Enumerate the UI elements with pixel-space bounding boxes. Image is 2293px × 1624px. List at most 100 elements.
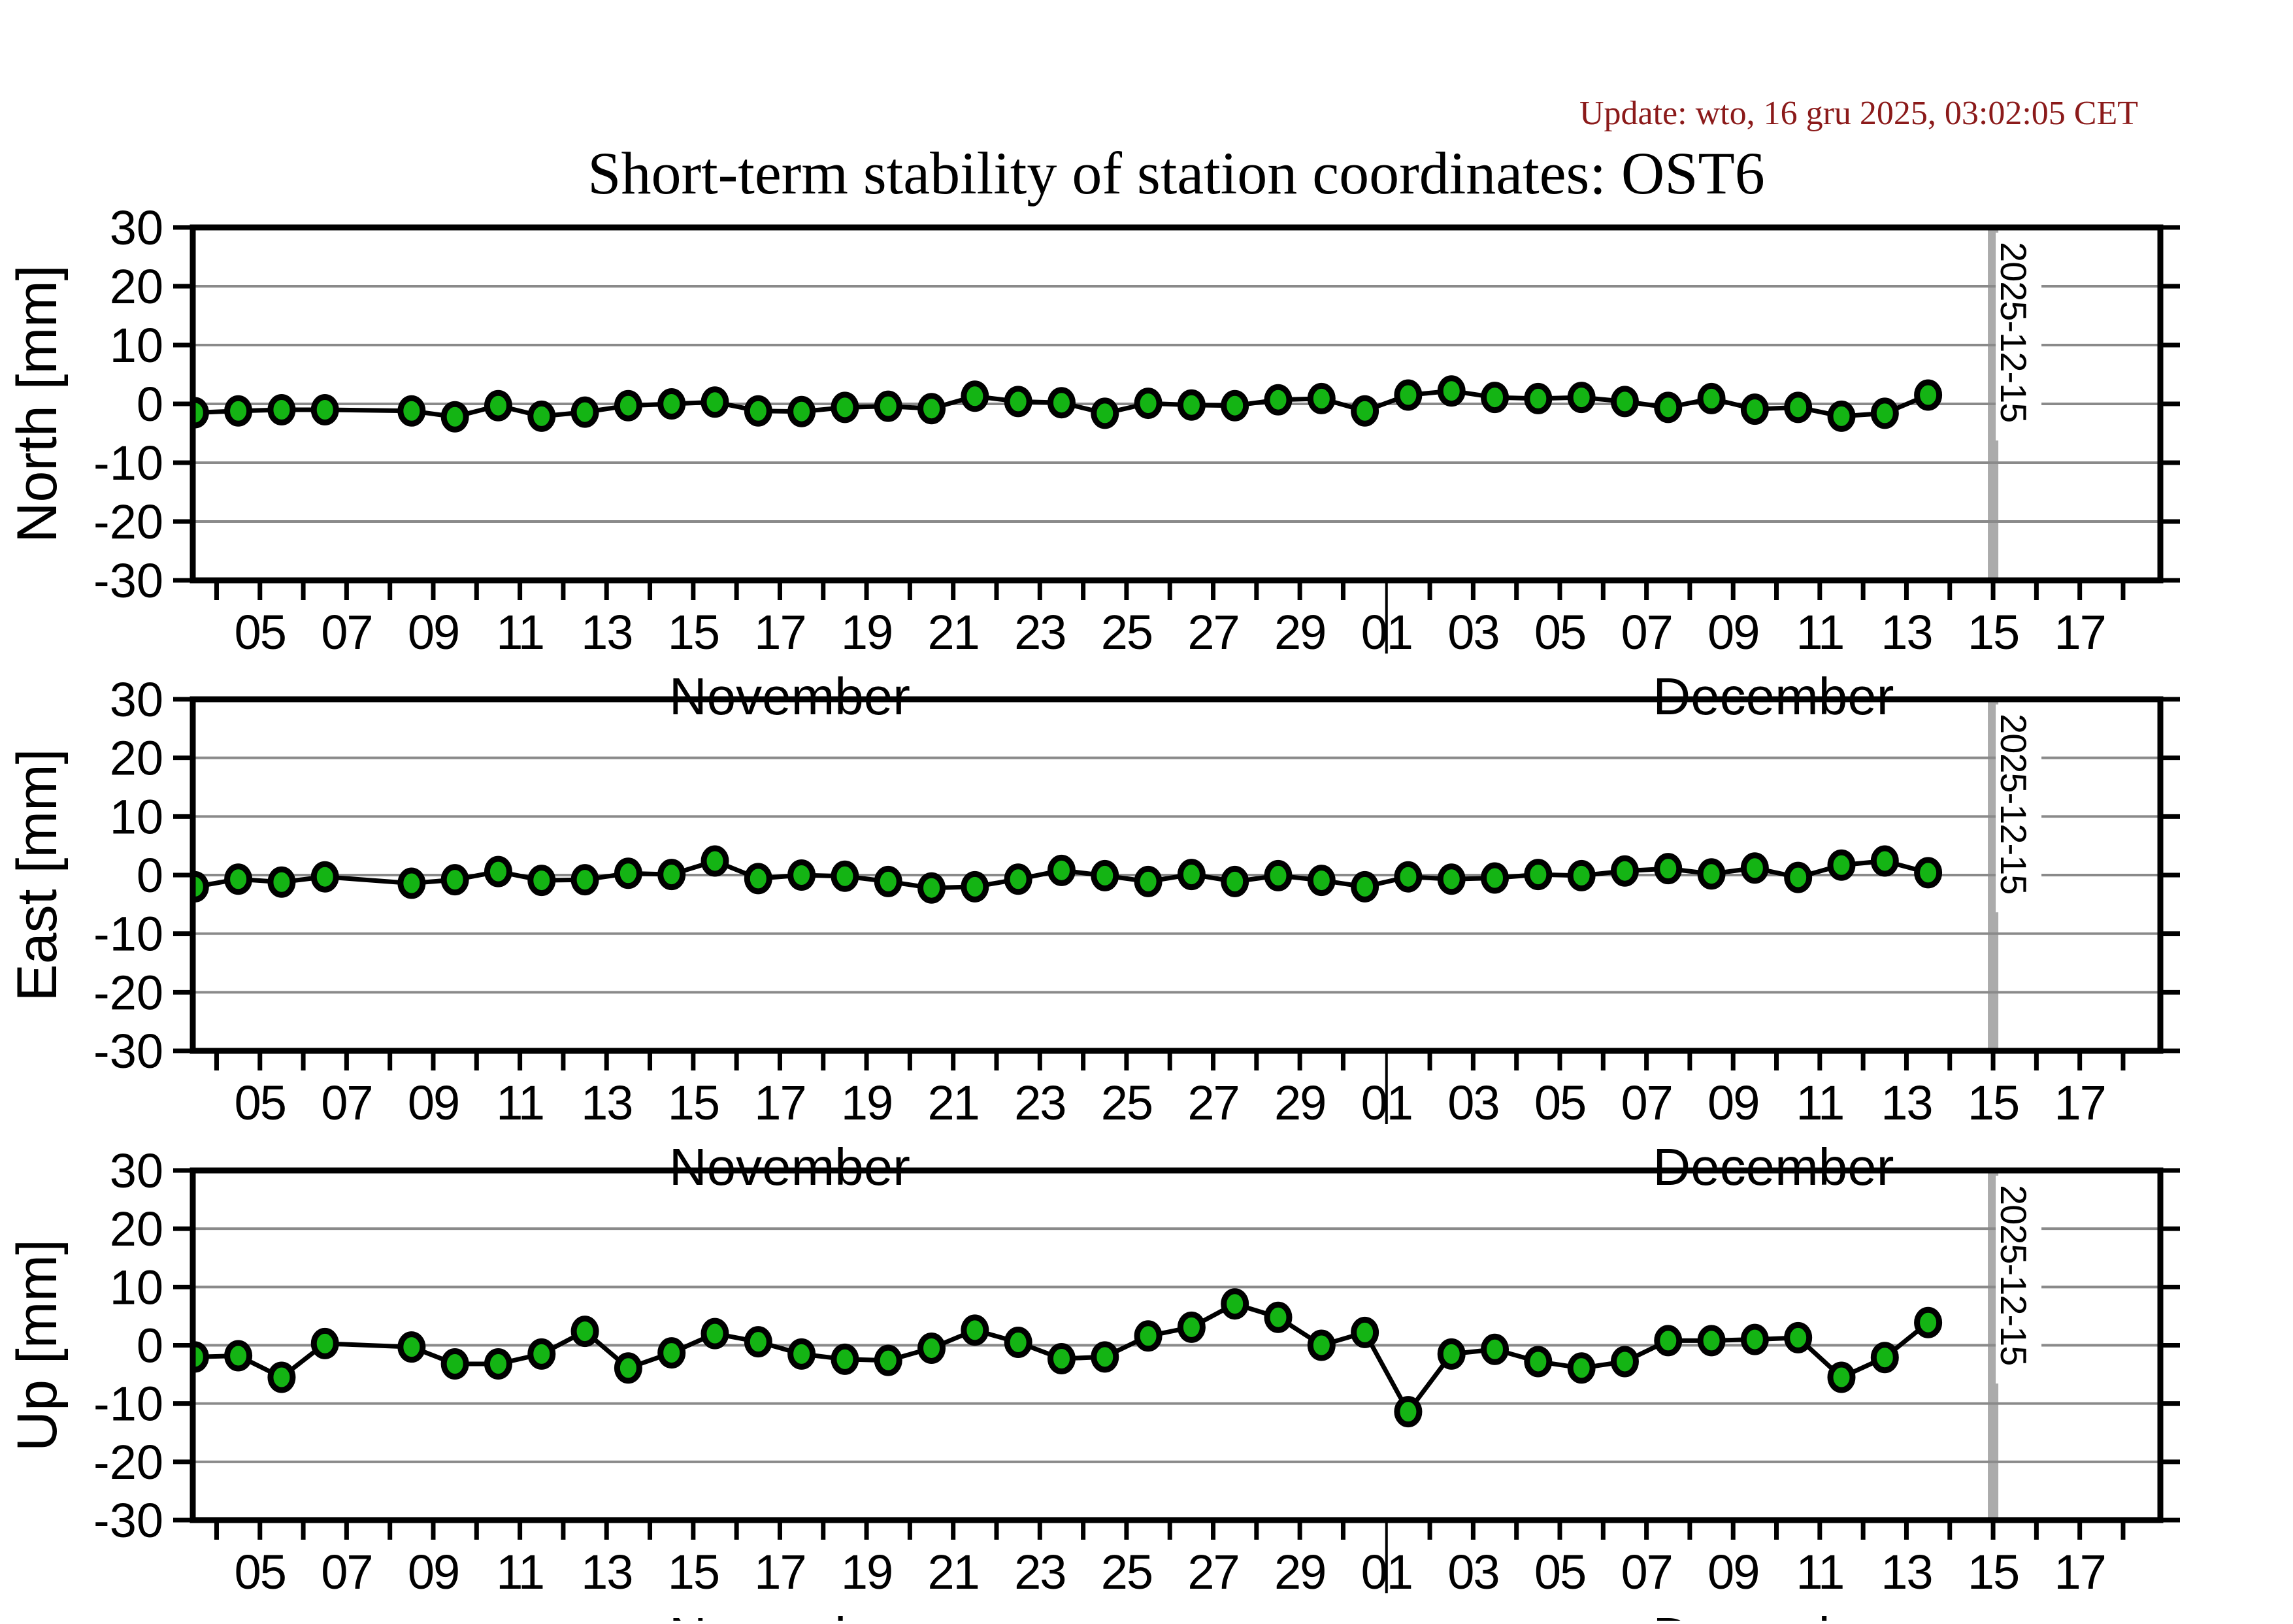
data-point [310, 1327, 339, 1359]
data-layer [195, 845, 1943, 904]
data-point [831, 391, 859, 423]
data-point [1524, 1346, 1553, 1378]
data-point [787, 859, 816, 891]
data-point [961, 1314, 989, 1346]
x-tick-label: 23 [1014, 1545, 1065, 1599]
x-tick-label: 09 [408, 1545, 459, 1599]
data-point [1870, 397, 1899, 429]
x-tick-label: 07 [321, 1545, 372, 1599]
x-tick-label: 09 [1707, 1545, 1758, 1599]
data-point [1221, 389, 1249, 422]
x-tick-label: 17 [2054, 1545, 2105, 1599]
data-point [1221, 1288, 1249, 1320]
x-tick-label: 03 [1447, 1545, 1498, 1599]
data-point [1134, 865, 1163, 897]
data-point [1697, 1325, 1726, 1357]
data-point [1567, 1352, 1596, 1384]
data-layer [195, 1288, 1943, 1428]
data-point [1047, 387, 1076, 419]
data-point [614, 857, 642, 889]
data-point [1610, 386, 1639, 418]
data-point [310, 394, 339, 425]
data-point [1567, 859, 1596, 891]
data-point [1091, 397, 1119, 429]
x-tick-label: 15 [1968, 1076, 2019, 1130]
data-point [1177, 389, 1206, 421]
y-tick-label: 30 [110, 672, 163, 727]
x-tick-label: 05 [235, 605, 286, 659]
x-tick-label: 21 [928, 1076, 979, 1130]
month-label-december: December [1653, 1138, 1894, 1196]
data-point [310, 861, 339, 893]
data-point [570, 864, 599, 896]
x-tick-label: 19 [841, 1076, 892, 1130]
data-point [1914, 857, 1943, 889]
y-tick-label: -20 [93, 495, 163, 549]
y-tick-label: 20 [110, 731, 163, 786]
data-point [484, 389, 512, 422]
data-point [484, 1348, 512, 1380]
data-point [1610, 855, 1639, 887]
data-point [1177, 859, 1206, 891]
data-point [224, 395, 253, 427]
data-point [831, 860, 859, 892]
event-label-bg [1996, 1176, 2042, 1384]
data-point [1784, 1321, 1813, 1353]
data-point [1177, 1311, 1206, 1343]
data-line [195, 388, 1929, 420]
data-point [1351, 870, 1379, 903]
x-tick-label: 15 [668, 1545, 719, 1599]
x-tick-label: 17 [2054, 1076, 2105, 1130]
x-tick-label: 05 [1534, 1076, 1585, 1130]
x-tick-label: 09 [408, 1076, 459, 1130]
x-tick-label: 29 [1274, 605, 1325, 659]
x-tick-label: 27 [1187, 1076, 1238, 1130]
data-point [1567, 382, 1596, 414]
data-point [484, 855, 512, 887]
data-point [1394, 1396, 1423, 1428]
data-point [267, 394, 296, 425]
event-label-bg [1996, 704, 2042, 912]
data-point [527, 400, 556, 432]
data-line [195, 858, 1929, 891]
data-point [1394, 861, 1423, 893]
y-tick-label: -20 [93, 1435, 163, 1489]
data-point [1654, 853, 1683, 885]
x-tick-label: 11 [496, 1545, 544, 1599]
y-tick-label: -30 [93, 1493, 163, 1548]
x-tick-label: 07 [1621, 1076, 1672, 1130]
data-point [1697, 382, 1726, 414]
data-point [744, 863, 772, 895]
data-point [1307, 1329, 1336, 1361]
event-label-bg [1996, 233, 2042, 440]
data-point [1134, 388, 1163, 420]
x-tick-label: 09 [408, 605, 459, 659]
x-tick-label: 17 [754, 605, 805, 659]
data-point [1091, 859, 1119, 891]
y-tick-label: 20 [110, 259, 163, 314]
y-tick-label: -10 [93, 1377, 163, 1431]
x-tick-label: 21 [928, 605, 979, 659]
x-tick-label: 23 [1014, 1076, 1065, 1130]
data-point [1437, 375, 1466, 407]
data-point [1351, 395, 1379, 427]
x-tick-label: 23 [1014, 605, 1065, 659]
data-point [744, 1326, 772, 1358]
x-tick-label: 11 [496, 605, 544, 659]
x-tick-label: 05 [235, 1076, 286, 1130]
y-tick-label: -20 [93, 965, 163, 1019]
data-point [1437, 863, 1466, 895]
x-tick-label: 11 [1796, 1076, 1843, 1130]
y-tick-label: 30 [110, 201, 163, 255]
x-tick-label: 11 [1796, 605, 1843, 659]
x-tick-label: 17 [754, 1076, 805, 1130]
x-tick-label: 05 [1534, 605, 1585, 659]
data-point [744, 395, 772, 427]
y-tick-label: -30 [93, 554, 163, 608]
data-point [614, 1352, 642, 1384]
month-label-november: November [669, 1607, 910, 1621]
